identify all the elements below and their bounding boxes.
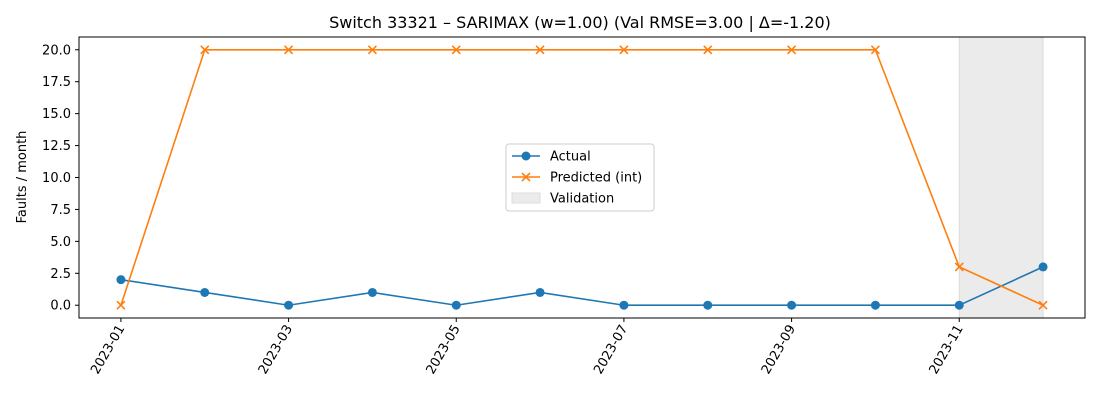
data-point-predicted-int <box>451 45 461 55</box>
chart-title: Switch 33321 – SARIMAX (w=1.00) (Val RMS… <box>329 13 831 32</box>
validation-span <box>958 36 1044 319</box>
y-tick-label: 20.0 <box>42 43 71 58</box>
data-point-actual <box>116 275 126 285</box>
data-point-predicted-int <box>870 45 880 55</box>
data-point-actual <box>787 300 797 310</box>
data-point-predicted-int <box>703 45 713 55</box>
y-tick-label: 2.5 <box>50 267 71 282</box>
data-point-predicted-int <box>619 45 629 55</box>
legend-marker <box>521 151 531 161</box>
data-point-actual <box>619 300 629 310</box>
y-tick-label: 15.0 <box>42 107 71 122</box>
data-point-actual <box>870 300 880 310</box>
data-point-predicted-int <box>787 45 797 55</box>
y-tick-label: 0.0 <box>50 299 71 314</box>
y-tick-label: 5.0 <box>50 235 71 250</box>
series-line-predicted-int <box>120 48 1044 306</box>
legend: Actual Predicted (int) Validation <box>505 143 655 212</box>
plot-frame <box>78 36 1086 319</box>
data-point-predicted-int <box>367 45 377 55</box>
legend-label: Actual <box>550 150 591 165</box>
data-point-actual <box>703 300 713 310</box>
data-point-predicted-int <box>535 45 545 55</box>
data-point-predicted-int <box>284 45 294 55</box>
data-point-predicted-int <box>116 300 126 310</box>
legend-box <box>505 143 655 212</box>
y-tick-label: 10.0 <box>42 171 71 186</box>
y-tick-label: 17.5 <box>42 75 71 90</box>
data-point-actual <box>1038 262 1048 272</box>
y-axis-label: Faults / month <box>15 131 30 224</box>
data-point-actual <box>535 287 545 297</box>
y-tick-label: 12.5 <box>42 139 71 154</box>
data-point-predicted-int <box>954 262 964 272</box>
legend-swatch <box>511 192 541 204</box>
data-point-predicted-int <box>1038 300 1048 310</box>
series-line-actual <box>120 266 1044 307</box>
legend-label: Validation <box>550 192 614 207</box>
y-tick-label: 7.5 <box>50 203 71 218</box>
legend-label: Predicted (int) <box>550 171 642 186</box>
data-point-actual <box>451 300 461 310</box>
legend-marker <box>521 172 531 182</box>
data-point-actual <box>284 300 294 310</box>
data-point-actual <box>954 300 964 310</box>
data-point-actual <box>200 287 210 297</box>
data-point-actual <box>367 287 377 297</box>
data-point-predicted-int <box>200 45 210 55</box>
